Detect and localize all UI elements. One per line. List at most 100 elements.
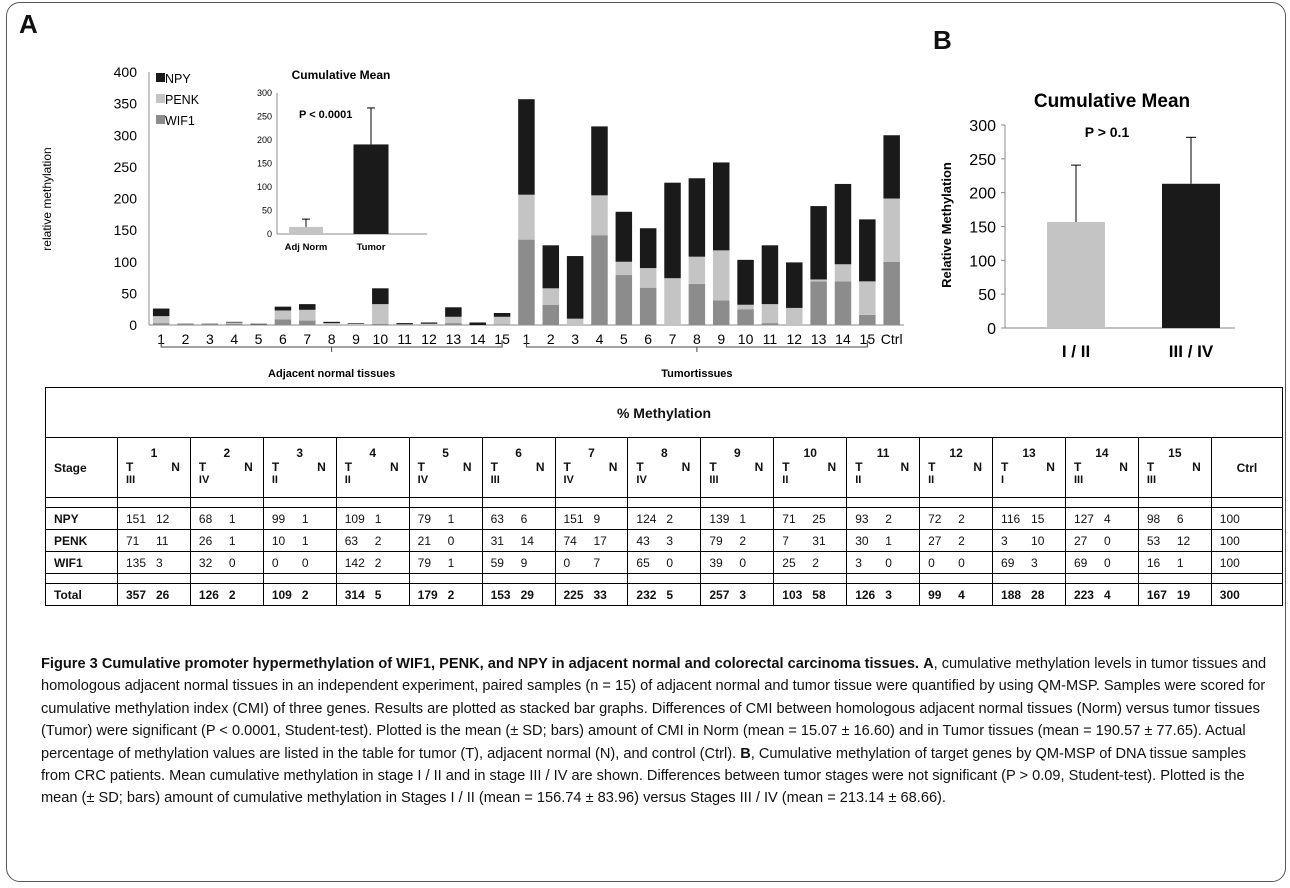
tumor-value: 43 bbox=[636, 534, 650, 548]
sample-number: 8 bbox=[661, 446, 668, 460]
x-tick-label: 8 bbox=[693, 331, 701, 347]
normal-value: 5 bbox=[666, 588, 674, 602]
bar-penk-1 bbox=[152, 316, 170, 324]
tumor-value: 153 bbox=[490, 588, 511, 602]
normal-value: 12 bbox=[155, 512, 170, 526]
b-y-tick-label: 300 bbox=[969, 118, 996, 135]
tumor-col-label: T bbox=[636, 460, 644, 474]
caption-a-text: , cumulative methylation levels in tumor… bbox=[41, 656, 1267, 762]
bar-npy-10 bbox=[372, 288, 389, 305]
spacer-cell bbox=[262, 497, 337, 508]
tumor-value: 139 bbox=[709, 512, 730, 526]
normal-value: 2 bbox=[958, 512, 965, 526]
value-cell: 135 3 bbox=[116, 551, 191, 574]
normal-value: 0 bbox=[885, 556, 892, 570]
sample-header-14: 14 T N III bbox=[1064, 437, 1139, 498]
value-cell: 69 3 bbox=[992, 551, 1066, 574]
value-cell: 167 19 bbox=[1137, 583, 1212, 606]
bar-npy-26 bbox=[761, 245, 779, 305]
y-tick-label: 350 bbox=[114, 96, 138, 112]
normal-col-label: N bbox=[244, 460, 253, 474]
tumor-col-label: T bbox=[709, 460, 717, 474]
normal-col-label: N bbox=[1192, 460, 1201, 474]
methylation-table-box: % Methylation Stage 1 T N III 2 T N IV 3 T N II 4 T N I… bbox=[45, 387, 1284, 634]
tumor-value: 103 bbox=[782, 588, 803, 602]
normal-value: 2 bbox=[958, 534, 965, 548]
bar-wif1-17 bbox=[542, 304, 560, 325]
bar-npy-21 bbox=[639, 228, 657, 269]
inset-y-tick: 50 bbox=[262, 206, 272, 216]
normal-value: 6 bbox=[520, 512, 528, 526]
value-cell: 53 12 bbox=[1137, 529, 1212, 552]
x-tick-label: Ctrl bbox=[881, 331, 903, 347]
sample-number: 6 bbox=[515, 446, 522, 460]
value-cell: 151 9 bbox=[554, 507, 629, 530]
value-cell: 26 1 bbox=[189, 529, 264, 552]
spacer-cell bbox=[992, 497, 1066, 508]
sample-header-15: 15 T N III bbox=[1137, 437, 1212, 498]
value-cell: 153 29 bbox=[481, 583, 556, 606]
x-tick-label: 10 bbox=[738, 331, 754, 347]
tumor-col-label: T bbox=[125, 460, 134, 474]
inset-bar-2 bbox=[353, 144, 389, 234]
value-cell: 71 11 bbox=[116, 529, 191, 552]
x-tick-label: 13 bbox=[446, 331, 462, 347]
spacer-cell bbox=[846, 497, 921, 508]
bar-wif1-6 bbox=[274, 319, 292, 325]
x-tick-label: 14 bbox=[470, 331, 486, 347]
legend-label: PENK bbox=[165, 93, 200, 107]
normal-value: 0 bbox=[447, 534, 455, 548]
spacer-cell bbox=[1210, 497, 1284, 508]
tumor-col-label: T bbox=[563, 460, 571, 474]
sample-number: 11 bbox=[876, 446, 890, 460]
normal-value: 3 bbox=[155, 556, 163, 570]
methylation-table: % Methylation Stage 1 T N III 2 T N IV 3 T N II 4 T N I… bbox=[45, 387, 1284, 606]
value-cell: 151 12 bbox=[116, 507, 191, 530]
sample-stage: III bbox=[709, 474, 719, 486]
sample-header-4: 4 T N II bbox=[335, 437, 410, 498]
caption-b-text: , Cumulative methylation of target genes… bbox=[41, 745, 1247, 807]
caption-a-letter: A bbox=[923, 656, 934, 672]
b-bar-1 bbox=[1047, 221, 1105, 328]
tumor-value: 257 bbox=[709, 588, 730, 602]
bar-penk-26 bbox=[761, 304, 779, 324]
x-tick-label: 12 bbox=[786, 331, 802, 347]
x-tick-label: 7 bbox=[303, 331, 311, 347]
bar-npy-15 bbox=[493, 312, 511, 317]
sample-number: 3 bbox=[296, 446, 304, 460]
bar-penk-2 bbox=[177, 324, 194, 325]
bar-penk-20 bbox=[615, 261, 633, 276]
bar-penk-21 bbox=[639, 268, 657, 288]
spacer-cell bbox=[408, 573, 483, 584]
normal-value: 2 bbox=[374, 556, 382, 570]
bar-npy-31 bbox=[883, 135, 900, 199]
tumor-value: 25 bbox=[782, 556, 796, 570]
bar-npy-5 bbox=[250, 323, 267, 325]
sample-header-3: 3 T N II bbox=[262, 437, 337, 498]
tumor-value: 357 bbox=[125, 588, 146, 602]
normal-col-label: N bbox=[900, 460, 910, 474]
y-tick-label: 0 bbox=[129, 317, 137, 333]
tumor-value: 0 bbox=[271, 556, 279, 570]
bar-npy-4 bbox=[225, 321, 243, 323]
figure-caption: Figure 3 Cumulative promoter hypermethyl… bbox=[41, 653, 1279, 810]
bar-npy-3 bbox=[201, 323, 219, 325]
x-tick-label: 6 bbox=[644, 331, 652, 347]
tumor-value: 59 bbox=[490, 556, 504, 570]
value-cell: 98 6 bbox=[1137, 507, 1212, 530]
value-cell: 68 1 bbox=[189, 507, 264, 530]
gene-label: Total bbox=[45, 583, 118, 606]
normal-value: 28 bbox=[1031, 588, 1045, 602]
spacer-cell bbox=[481, 497, 556, 508]
ctrl-value: 300 bbox=[1210, 583, 1284, 606]
normal-value: 2 bbox=[301, 588, 309, 602]
y-tick-label: 200 bbox=[114, 191, 138, 207]
legend-label: NPY bbox=[165, 72, 191, 86]
normal-value: 1 bbox=[447, 512, 455, 526]
ctrl-header: Ctrl bbox=[1210, 437, 1284, 498]
value-cell: 31 14 bbox=[481, 529, 556, 552]
